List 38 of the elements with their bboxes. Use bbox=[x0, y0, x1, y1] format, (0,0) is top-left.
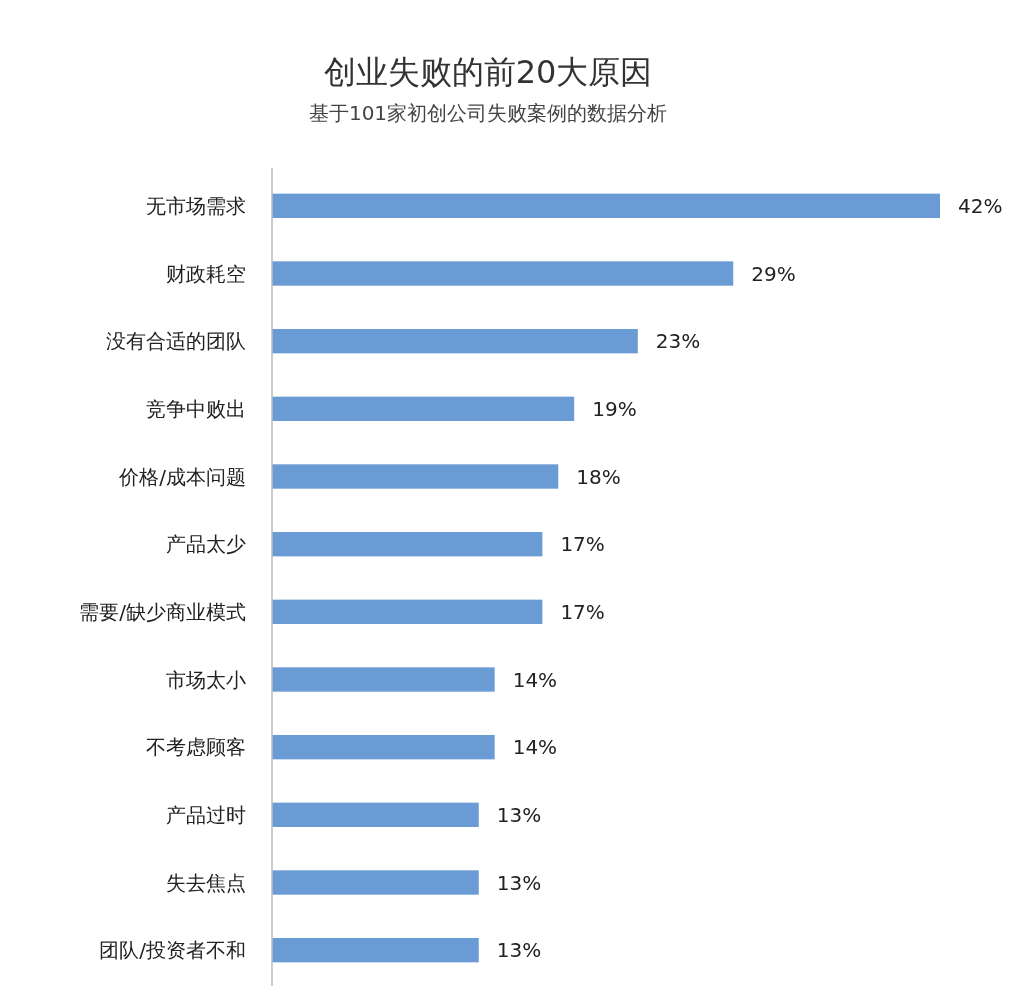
data-label: 23% bbox=[655, 329, 701, 354]
bar bbox=[272, 531, 543, 557]
y-tick-label: 没有合适的团队 bbox=[106, 329, 246, 354]
bar bbox=[272, 734, 495, 760]
y-tick-label: 团队/投资者不和 bbox=[99, 938, 246, 963]
y-tick-label: 价格/成本问题 bbox=[118, 464, 246, 489]
y-tick-label: 财政耗空 bbox=[166, 261, 246, 286]
bar bbox=[272, 937, 479, 963]
bar bbox=[272, 667, 495, 692]
bar bbox=[272, 464, 559, 489]
y-tick-label: 需要/缺少商业模式 bbox=[79, 599, 246, 624]
data-label: 17% bbox=[560, 599, 605, 624]
bar bbox=[272, 396, 575, 422]
y-tick-label: 无市场需求 bbox=[146, 193, 246, 218]
y-tick-label: 失去焦点 bbox=[166, 870, 246, 895]
data-label: 17% bbox=[560, 532, 605, 557]
data-label: 18% bbox=[576, 464, 621, 489]
data-label: 13% bbox=[496, 802, 542, 827]
data-label: 29% bbox=[751, 261, 796, 286]
data-label: 13% bbox=[496, 870, 542, 895]
bar bbox=[272, 802, 479, 828]
data-label: 14% bbox=[512, 735, 558, 760]
bar bbox=[272, 261, 734, 286]
y-tick-label: 竞争中败出 bbox=[146, 396, 246, 421]
data-label: 19% bbox=[592, 396, 637, 421]
chart-subtitle: 基于101家初创公司失败案例的数据分析 bbox=[308, 101, 668, 125]
bar bbox=[272, 328, 638, 354]
y-tick-label: 产品太少 bbox=[166, 532, 246, 557]
y-tick-label: 市场太小 bbox=[166, 667, 246, 692]
bar bbox=[272, 193, 940, 219]
y-tick-label: 不考虑顾客 bbox=[146, 735, 246, 760]
bar bbox=[272, 870, 479, 895]
data-label: 13% bbox=[496, 938, 542, 963]
y-tick-label: 产品过时 bbox=[166, 802, 246, 827]
chart-title: 创业失败的前20大原因 bbox=[323, 53, 653, 91]
data-label: 42% bbox=[958, 193, 1003, 218]
bar bbox=[272, 599, 543, 625]
data-label: 14% bbox=[512, 667, 558, 692]
